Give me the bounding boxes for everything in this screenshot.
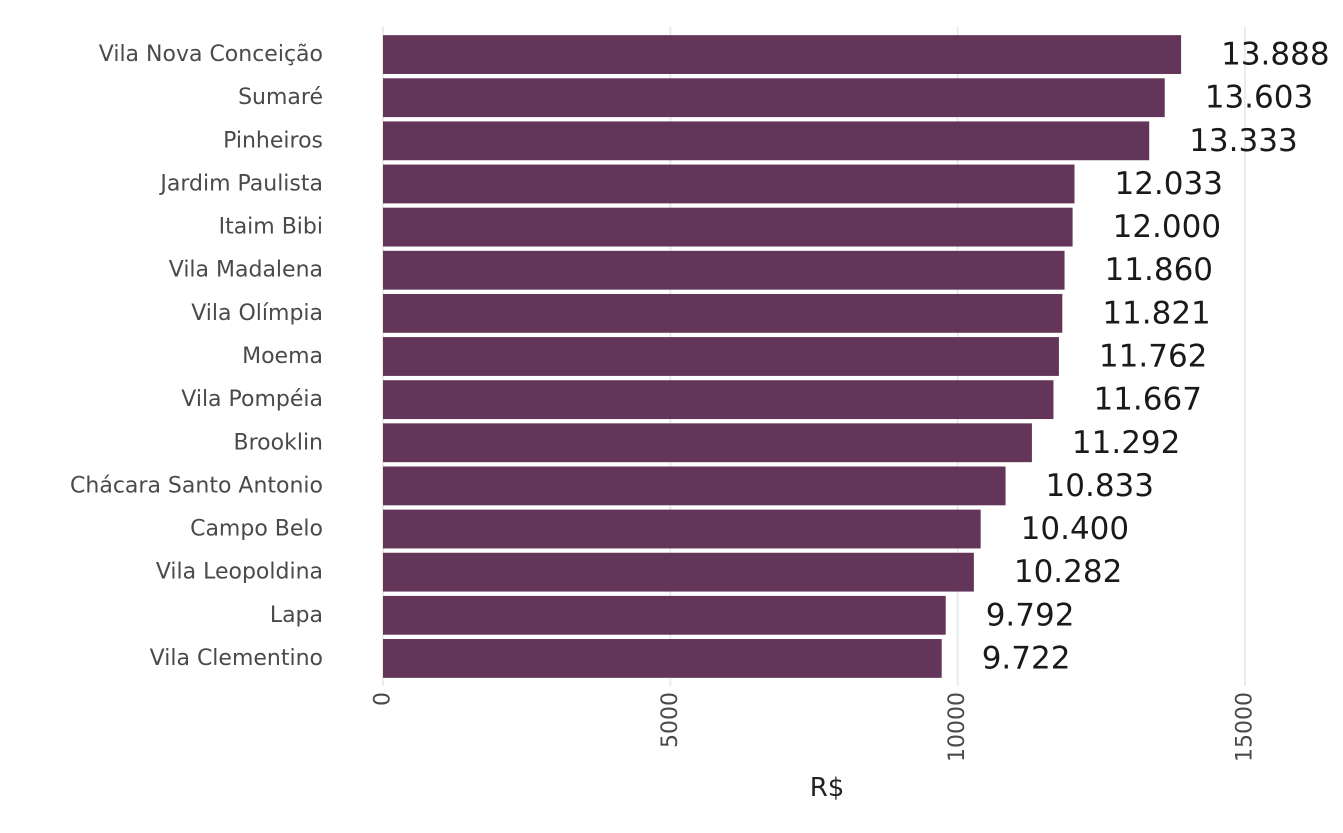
category-label: Jardim Paulista: [158, 171, 323, 196]
category-labels: Vila Nova Conceição Sumaré Pinheiros Jardim…: [70, 42, 323, 671]
bar: [383, 293, 1063, 333]
bar: [383, 35, 1182, 74]
category-label: Vila Clementino: [150, 646, 323, 671]
value-label: 10.833: [1046, 468, 1154, 504]
x-tick-label: 10000: [945, 692, 970, 762]
category-label: Vila Olímpia: [191, 301, 323, 326]
value-label: 13.333: [1189, 123, 1297, 159]
bar: [383, 423, 1032, 463]
category-label: Vila Nova Conceição: [99, 42, 323, 67]
category-label: Pinheiros: [223, 128, 323, 153]
x-tick-label: 15000: [1233, 692, 1258, 762]
bar: [383, 380, 1054, 420]
value-label: 12.000: [1113, 209, 1221, 245]
category-label: Campo Belo: [190, 517, 323, 542]
value-label: 9.792: [986, 597, 1075, 633]
x-axis-title: R$: [810, 773, 845, 803]
value-label: 13.888: [1221, 37, 1329, 73]
value-label: 12.033: [1114, 166, 1222, 202]
bar: [383, 164, 1075, 204]
bar: [383, 121, 1150, 161]
value-label: 11.860: [1105, 252, 1213, 288]
bar: [383, 639, 942, 678]
x-tick-label: 5000: [658, 692, 683, 748]
x-tick-labels: 0 5000 10000 15000: [371, 692, 1258, 762]
value-label: 11.762: [1099, 339, 1207, 375]
x-tick-label: 0: [371, 692, 396, 706]
category-label: Lapa: [270, 603, 323, 628]
bar: [383, 207, 1073, 247]
value-label: 13.603: [1205, 80, 1313, 116]
value-label: 9.722: [982, 640, 1071, 676]
bars: [383, 35, 1182, 678]
bar: [383, 466, 1006, 506]
category-label: Brooklin: [234, 430, 323, 455]
bar: [383, 250, 1065, 290]
value-labels: 13.888 13.603 13.333 12.033 12.000 11.860 11.8…: [982, 37, 1330, 677]
bar: [383, 78, 1165, 118]
category-label: Itaim Bibi: [219, 215, 323, 240]
category-label: Vila Pompéia: [181, 387, 323, 412]
category-label: Moema: [242, 344, 323, 369]
bar: [383, 337, 1059, 376]
value-label: 10.282: [1014, 554, 1122, 590]
category-label: Vila Leopoldina: [156, 560, 323, 585]
value-label: 10.400: [1021, 511, 1129, 547]
category-label: Sumaré: [238, 85, 323, 110]
bar: [383, 552, 974, 592]
bar: [383, 595, 946, 635]
value-label: 11.667: [1093, 382, 1201, 418]
category-label: Vila Madalena: [169, 258, 323, 283]
value-label: 11.292: [1072, 425, 1180, 461]
value-label: 11.821: [1102, 295, 1210, 331]
category-label: Chácara Santo Antonio: [70, 473, 323, 498]
bar: [383, 509, 981, 549]
